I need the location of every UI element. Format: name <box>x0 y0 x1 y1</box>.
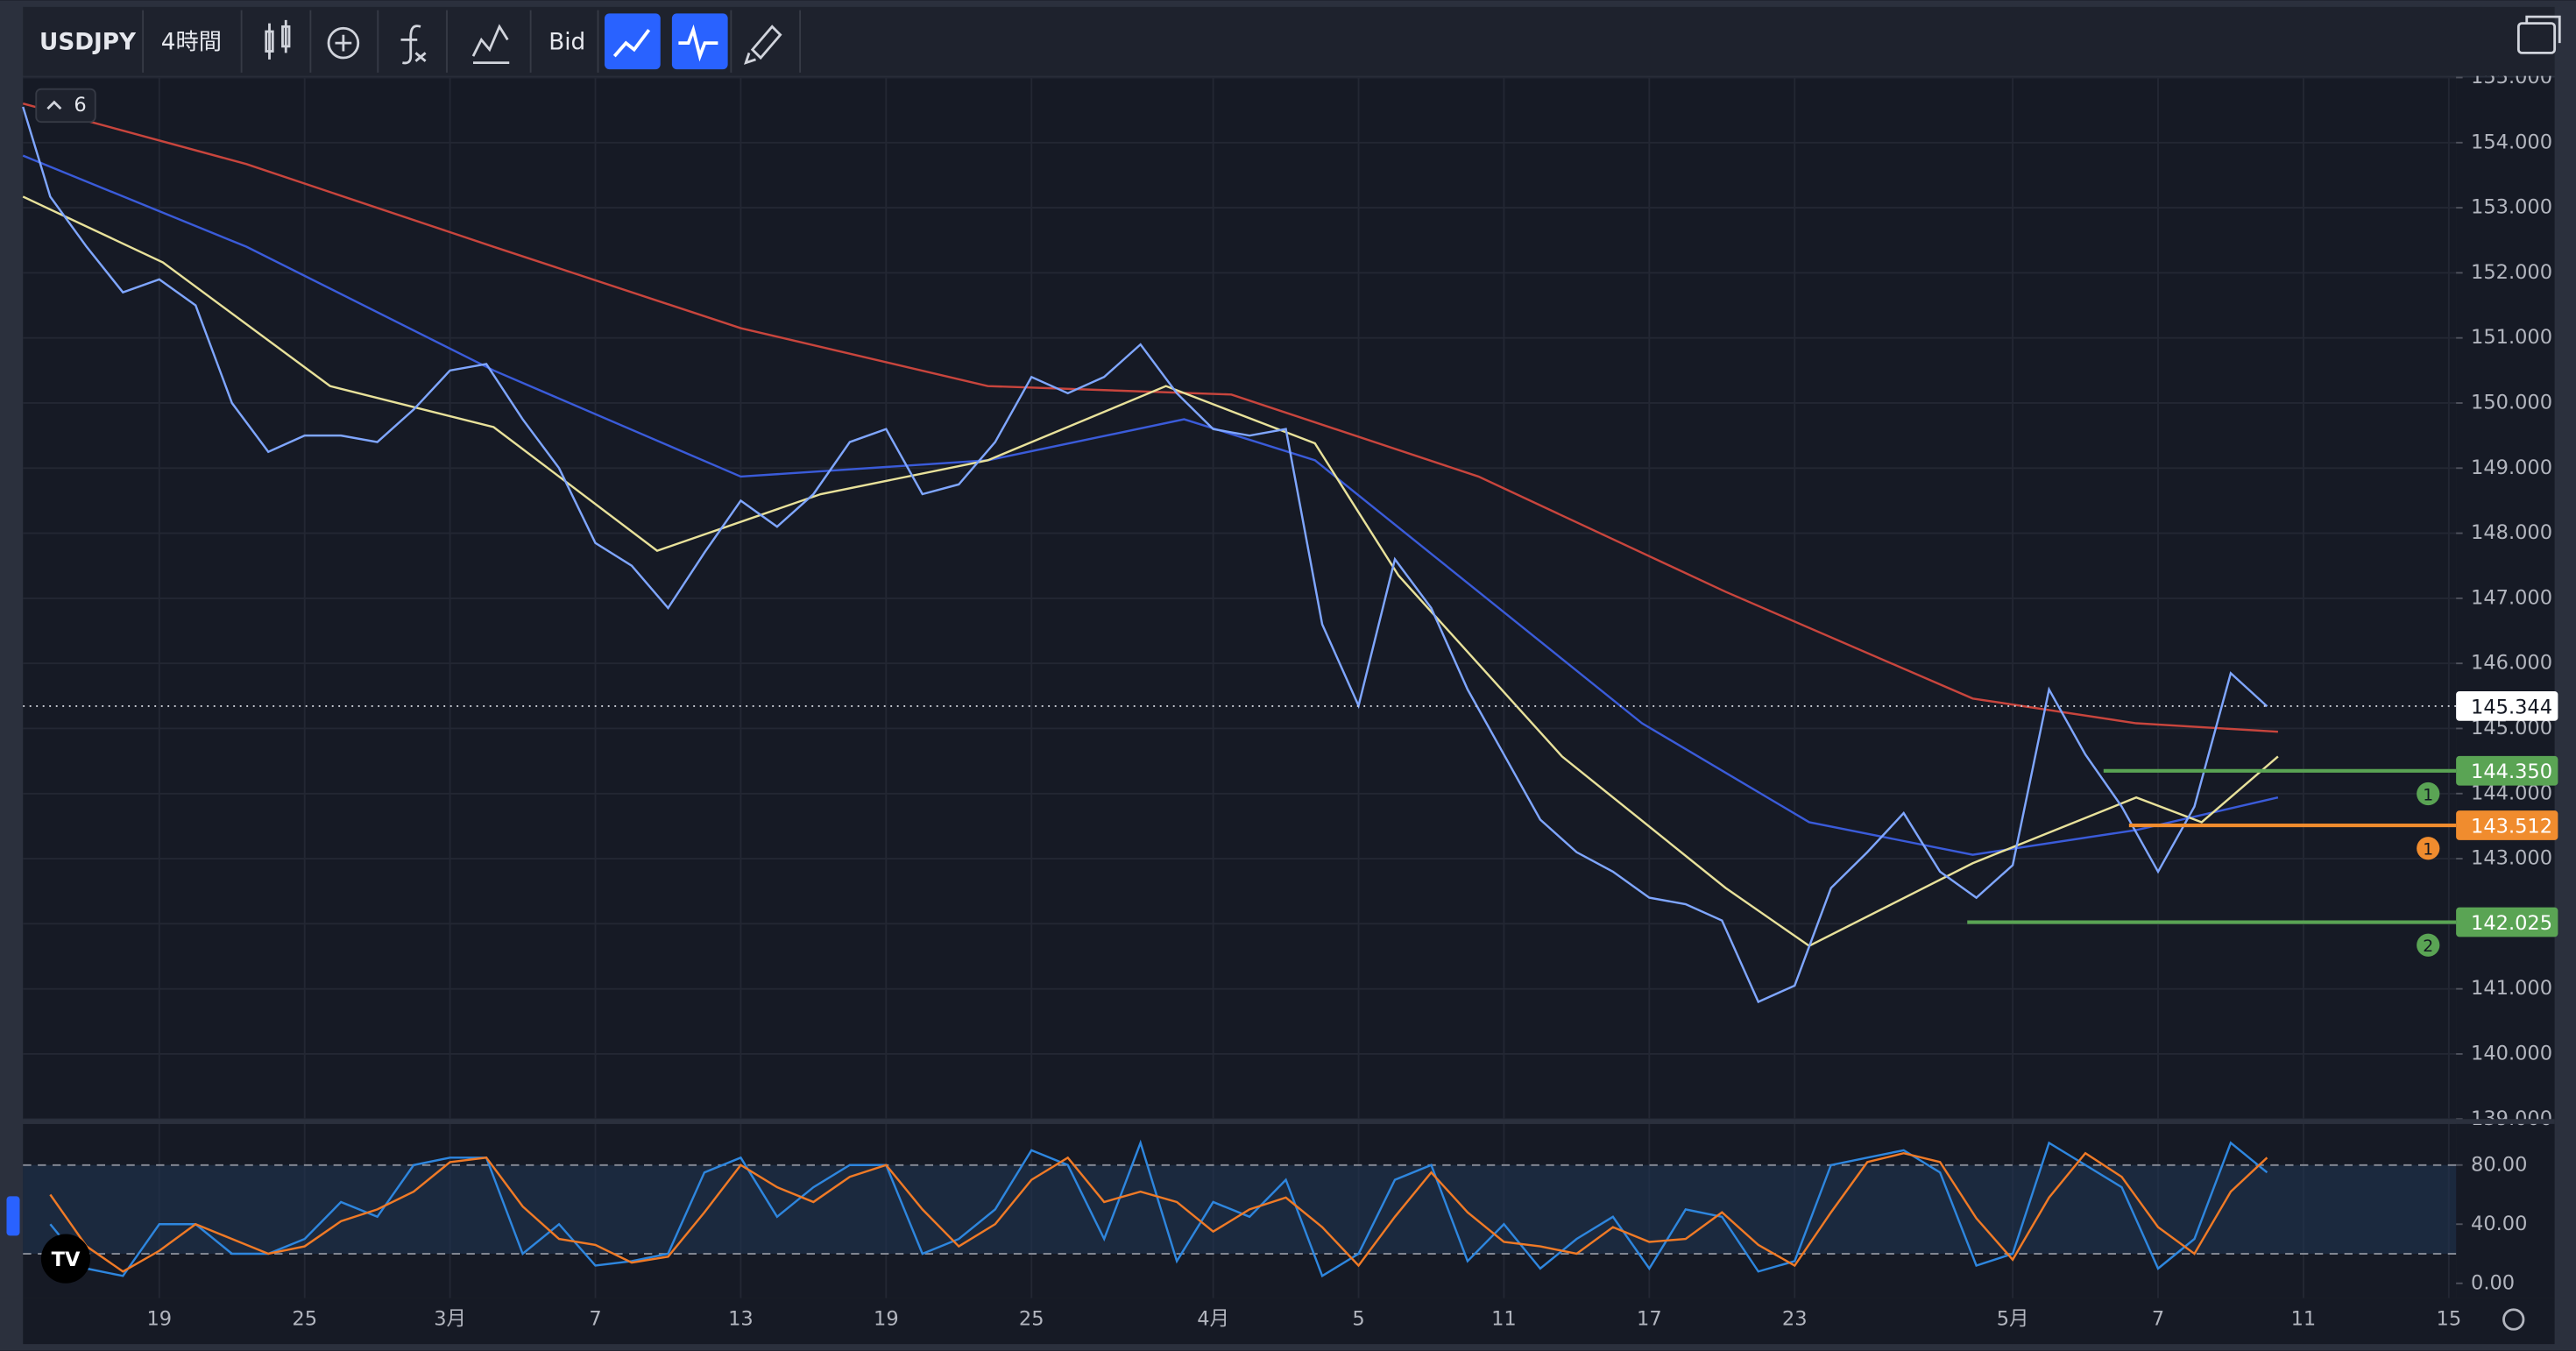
y-tick-label: 40.00 <box>2471 1213 2527 1235</box>
y-tick-label: 153.000 <box>2471 196 2552 219</box>
logo[interactable] <box>40 1234 91 1284</box>
level-marker-label: 2 <box>2423 937 2433 956</box>
interval[interactable]: 4時間 <box>161 30 222 56</box>
y-tick-label: 140.000 <box>2471 1042 2552 1065</box>
x-tick-label: 19 <box>146 1308 172 1331</box>
chevron <box>46 100 62 110</box>
x-tick-label: 25 <box>1019 1308 1044 1331</box>
series-line <box>22 106 2268 1004</box>
toolbar-icons[interactable] <box>265 15 2561 65</box>
x-tick-label: 23 <box>1782 1308 1808 1331</box>
y-tick-label: 149.000 <box>2471 456 2552 479</box>
plot-layer: 139.000140.000141.000142.000143.000144.0… <box>22 66 2558 1331</box>
legend-toggle[interactable] <box>35 88 96 124</box>
last-price-label: 145.344 <box>2471 696 2552 718</box>
level-label-box <box>2456 907 2558 937</box>
x-tick-label: 17 <box>1637 1308 1662 1331</box>
level-label: 143.512 <box>2471 815 2552 838</box>
y-tick-label: 141.000 <box>2471 977 2552 1000</box>
level-label-box <box>2456 810 2558 840</box>
active-button[interactable] <box>671 13 728 70</box>
pane-handle[interactable] <box>6 1196 20 1236</box>
y-tick-label: 152.000 <box>2471 261 2552 284</box>
series-line <box>22 154 2279 856</box>
series-line <box>22 195 2279 948</box>
x-tick-label: 13 <box>728 1308 754 1331</box>
time-axis <box>23 1298 2555 1345</box>
toolbar <box>23 6 2555 76</box>
level-marker <box>2417 782 2440 806</box>
symbol[interactable]: USDJPY <box>39 30 137 56</box>
active-button[interactable] <box>605 13 661 70</box>
icon <box>612 28 651 58</box>
toolbar-separators <box>142 10 802 73</box>
icon <box>678 24 718 62</box>
level-label-box <box>2456 755 2558 786</box>
x-tick-label: 19 <box>874 1308 899 1331</box>
last-price-box <box>2456 691 2558 721</box>
series-line <box>49 1151 2268 1273</box>
level-label: 144.350 <box>2471 760 2552 783</box>
series-line <box>49 1139 2268 1278</box>
legend-count: 6 <box>74 94 86 117</box>
y-tick-label: 146.000 <box>2471 652 2552 675</box>
x-tick-label: 5月 <box>1997 1308 2029 1331</box>
x-tick-label: 11 <box>2291 1308 2317 1331</box>
settings[interactable] <box>2502 1308 2525 1331</box>
level-marker <box>2417 837 2440 860</box>
level-label: 142.025 <box>2471 912 2552 935</box>
y-tick-label: 151.000 <box>2471 326 2552 349</box>
y-tick-label: 143.000 <box>2471 847 2552 870</box>
x-tick-label: 15 <box>2437 1308 2462 1331</box>
y-tick-label: 150.000 <box>2471 391 2552 414</box>
logo-mark: TV <box>52 1248 81 1271</box>
y-tick-label: 80.00 <box>2471 1153 2527 1176</box>
x-tick-label: 25 <box>292 1308 317 1331</box>
y-tick-label: 147.000 <box>2471 586 2552 609</box>
level-marker <box>2417 933 2440 957</box>
y-tick-label: 139.000 <box>2471 1107 2552 1130</box>
x-tick-label: 3月 <box>434 1308 466 1331</box>
level-marker-label: 1 <box>2423 841 2433 859</box>
price-axis <box>2456 77 2555 1298</box>
x-tick-label: 5 <box>1352 1308 1364 1331</box>
y-tick-label: 148.000 <box>2471 521 2552 544</box>
level-band <box>23 1164 2457 1254</box>
level-marker-label: 1 <box>2423 786 2433 804</box>
series-line <box>22 103 2278 733</box>
x-tick-label: 11 <box>1491 1308 1517 1331</box>
x-tick-label: 7 <box>2152 1308 2164 1331</box>
y-tick-label: 154.000 <box>2471 131 2552 153</box>
y-tick-label: 0.00 <box>2471 1271 2515 1294</box>
price-type[interactable]: Bid <box>548 30 585 56</box>
x-tick-label: 7 <box>589 1308 601 1331</box>
x-tick-label: 4月 <box>1197 1308 1229 1331</box>
